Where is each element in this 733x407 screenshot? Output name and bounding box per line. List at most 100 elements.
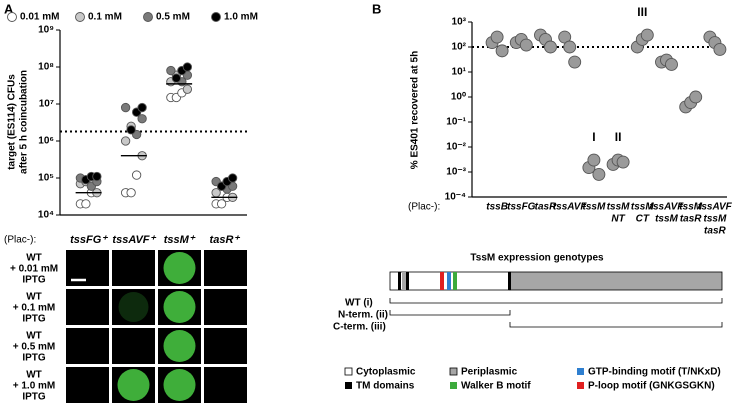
image-colony: [163, 291, 196, 323]
image-colony: [118, 292, 149, 322]
data-point: [81, 199, 91, 209]
legend-label: 0.01 mM: [20, 12, 59, 23]
legend-marker: [143, 12, 153, 22]
data-point: [227, 173, 238, 183]
y-tick-label: 10⁶: [38, 136, 54, 147]
data-point: [544, 40, 557, 54]
data-point: [92, 171, 102, 182]
panel-label: B: [372, 1, 381, 16]
row-label: IPTG: [22, 314, 46, 325]
legend-label: Walker B motif: [461, 381, 531, 392]
data-point: [689, 90, 703, 104]
row-label: IPTG: [22, 392, 46, 403]
legend-label: GTP-binding motif (T/NKxD): [588, 367, 721, 378]
periplasmic-region: [509, 271, 723, 291]
x-tick-label: CT: [636, 214, 650, 225]
legend-swatch: [577, 368, 584, 375]
legend-marker: [7, 12, 17, 22]
data-point: [568, 55, 582, 69]
image: [112, 250, 155, 286]
gtp-binding-motif: [447, 272, 451, 290]
data-point: [120, 102, 131, 113]
legend-marker: [75, 12, 85, 22]
x-tick-label: tssM: [583, 202, 606, 213]
row-label: IPTG: [22, 275, 46, 286]
row-label: WT: [26, 331, 42, 342]
data-point: [137, 114, 147, 124]
image-colony: [163, 252, 196, 284]
image: [66, 289, 109, 325]
row-label: WT: [26, 370, 42, 381]
y-tick-label: 10⁴: [38, 210, 54, 221]
data-point: [519, 38, 533, 52]
y-tick-label: 10⁷: [39, 99, 54, 110]
legend-label: P-loop motif (GNKGSGKN): [588, 381, 715, 392]
legend-label: 1.0 mM: [224, 12, 258, 23]
data-point: [587, 153, 601, 167]
x-tick-label: tssM: [704, 214, 727, 225]
row-label: + 0.1 mM: [13, 303, 56, 314]
row-label: IPTG: [22, 353, 46, 364]
construct-label: C-term. (iii): [333, 322, 386, 333]
legend-swatch: [449, 367, 458, 376]
data-point: [640, 28, 654, 42]
image: [204, 289, 247, 325]
y-tick-label: 10⁵: [38, 173, 54, 184]
y-tick-label: 10³: [452, 17, 467, 28]
data-point: [166, 65, 176, 76]
x-prefix: (Plac-):: [408, 202, 440, 213]
annotation: III: [637, 5, 647, 19]
tm-domain: [406, 272, 409, 290]
data-point: [126, 188, 136, 198]
image: [66, 328, 109, 364]
walker-b-motif: [453, 272, 457, 290]
data-point: [182, 84, 193, 94]
legend-label: Periplasmic: [461, 367, 518, 378]
x-tick-label: tssM: [679, 202, 702, 213]
x-tick-label: tasR: [680, 214, 702, 225]
data-point: [216, 199, 227, 209]
row-label: + 1.0 mM: [13, 381, 56, 392]
data-point: [713, 42, 727, 56]
row-label: + 0.01 mM: [10, 264, 58, 275]
panel-label: A: [4, 1, 14, 16]
data-point: [182, 62, 193, 72]
construct-bracket: [389, 310, 511, 316]
x-prefix: (Plac-):: [4, 235, 36, 246]
data-point: [592, 167, 606, 181]
image-colony: [117, 369, 150, 401]
annotation: II: [615, 130, 622, 144]
y-axis-label: target (ES114) CFUs: [7, 74, 18, 170]
image: [204, 367, 247, 403]
data-point: [495, 44, 509, 58]
data-point: [665, 58, 678, 71]
data-point: [171, 73, 182, 83]
legend-swatch: [345, 382, 352, 389]
genotype-diagram: TssM expression genotypes WT (i) N-term.…: [333, 253, 723, 392]
y-tick-label: 10⁸: [38, 62, 54, 73]
image: [66, 367, 109, 403]
image: [204, 250, 247, 286]
x-tick-label: tssM: [655, 214, 678, 225]
construct-bracket: [509, 322, 723, 328]
y-axis-label: % ES401 recovered at 5h: [410, 51, 421, 169]
row-label: + 0.5 mM: [13, 342, 56, 353]
x-tick-label: tasR: [704, 226, 726, 237]
legend-label: 0.1 mM: [88, 12, 122, 23]
microscopy-grid: [66, 250, 247, 403]
x-tick-label: tssAVF: [698, 202, 733, 213]
image: [204, 328, 247, 364]
data-point: [126, 125, 136, 135]
image: [112, 328, 155, 364]
y-tick-label: 10⁻³: [446, 167, 466, 178]
y-axis-label: after 5 h coincubation: [19, 70, 30, 174]
x-tick-label: tssM: [607, 202, 630, 213]
data-point: [563, 40, 577, 54]
y-tick-label: 10⁻²: [446, 142, 466, 153]
y-tick-label: 10⁰: [451, 92, 466, 103]
x-tick-label: tssAVF⁺: [112, 234, 156, 246]
row-label: WT: [26, 292, 42, 303]
image-colony: [163, 330, 196, 362]
legend-label: 0.5 mM: [156, 12, 190, 23]
legend-label: TM domains: [356, 381, 415, 392]
